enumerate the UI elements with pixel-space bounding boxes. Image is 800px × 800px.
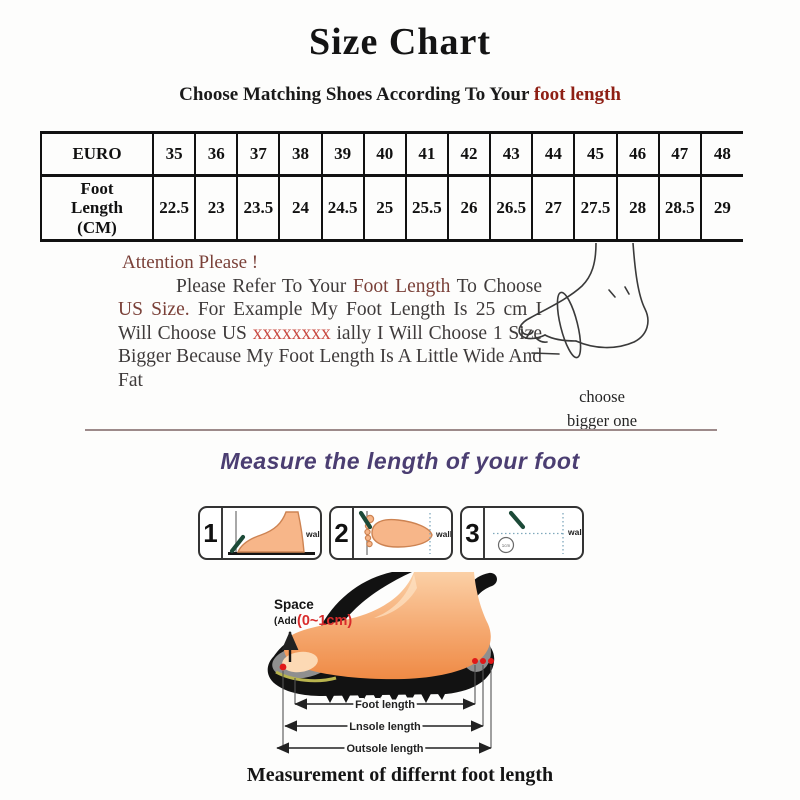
table-cell: 23.5	[237, 175, 281, 241]
shoe-tread	[322, 688, 448, 703]
step3-measure-icon: 1cm wall	[493, 510, 582, 554]
step-panel-1: 1 wall	[198, 506, 322, 560]
wall-label: wall	[435, 529, 451, 539]
table-cell: 28.5	[658, 175, 702, 241]
page-title: Size Chart	[308, 21, 492, 63]
table-cell: 41	[405, 132, 449, 177]
step2-foot-top-icon: wall	[358, 510, 451, 555]
table-cell: 25.5	[405, 175, 449, 241]
table-row: EURO 35 36 37 38 39 40 41 42 43 44 45 46 47 48	[41, 132, 743, 177]
table-cell: 29	[713, 198, 731, 217]
heel-dot	[472, 658, 478, 664]
attention-heading: Attention Please !	[122, 252, 259, 273]
measure-heading: Measure the length of your foot	[220, 448, 580, 474]
table-row: Foot Length (CM) 22.5 23 23.5 24 24.5 25 25.5 26…	[41, 175, 743, 241]
table-cell: 28	[616, 175, 660, 241]
table-cell: 37	[237, 132, 281, 177]
attention-segment: xxxxxxxx	[252, 322, 331, 344]
step-panel-2: 2 wall	[329, 506, 453, 560]
arrow-label: Outsole length	[347, 743, 424, 755]
table-cell: 36	[195, 132, 239, 177]
attention-segment: For Example My Foot Length Is 25 cm I Wi…	[118, 299, 542, 344]
step-number: 3	[462, 508, 485, 558]
attention-segment: US Size.	[118, 299, 190, 321]
heel-dot	[488, 658, 494, 664]
table-cell: 22.5	[153, 175, 197, 241]
guide-lines	[282, 665, 492, 748]
table-cell: 44	[532, 132, 576, 177]
wall-label: wall	[305, 529, 320, 539]
pen-icon	[508, 510, 526, 530]
table-cell: 48	[700, 132, 743, 177]
table-cell: 46	[616, 132, 660, 177]
table-cell: 45	[574, 132, 618, 177]
measure-circle-icon	[497, 536, 515, 554]
table-cell: 47	[658, 132, 702, 177]
pen-icon	[358, 510, 373, 530]
table-cell: 43	[490, 132, 534, 177]
foot-side-icon	[236, 511, 305, 553]
arrow-label: Foot length	[355, 699, 415, 711]
foot-shape	[284, 572, 491, 680]
table-cell: 24	[279, 175, 323, 241]
shoe-measure-illustration: Space (Add (0~1cm) Foot length Lnsole le…	[267, 572, 498, 758]
space-range-label: (0~1cm)	[297, 613, 352, 629]
foot-highlight	[374, 574, 417, 618]
insole-rim	[275, 670, 337, 683]
table-cell: 25	[363, 175, 407, 241]
circle-note: 1cm	[502, 543, 511, 548]
table-cell: 42	[447, 132, 492, 177]
bottom-caption: Measurement of differnt foot length	[246, 764, 554, 786]
wall-label: wall	[567, 527, 582, 537]
table-cell: 39	[321, 132, 365, 177]
attention-segment: Foot Length	[352, 276, 451, 297]
table-cell: 38	[279, 132, 323, 177]
measure-steps: 1 wall 2 wall	[198, 506, 584, 560]
page-subtitle: Choose Matching Shoes According To Your …	[0, 84, 800, 106]
table-cell: 24.5	[321, 175, 365, 241]
step-panel-3: 3 1cm wall	[460, 506, 584, 560]
size-table-body: EURO 35 36 37 38 39 40 41 42 43 44 45 46 47 48 Foot Len…	[41, 132, 743, 241]
choose-bigger-note: choose bigger one	[566, 387, 638, 430]
attention-segment: ially I Will Choose 1 Size Bigger Becaus…	[118, 322, 542, 391]
subtitle-accent: foot length	[533, 84, 621, 105]
step1-foot-side-icon: wall	[228, 511, 320, 555]
toe-dot	[279, 663, 287, 671]
pen-icon	[229, 534, 246, 554]
attention-segment: Please Refer To Your	[176, 276, 353, 297]
attention-block: Attention Please ! Please Refer To Your …	[118, 252, 542, 392]
heel-dot	[480, 658, 486, 664]
space-label: Space	[274, 597, 314, 612]
attention-paragraph: Please Refer To Your Foot Length To Choo…	[118, 275, 542, 392]
foot-top-icon	[371, 518, 433, 548]
subtitle-text: Choose Matching Shoes According To Your	[179, 84, 534, 105]
table-cell: 26	[447, 175, 492, 241]
table-cell: 27	[532, 175, 576, 241]
space-add-label: (Add	[274, 616, 297, 627]
table-header-cell: Foot Length (CM)	[41, 175, 154, 241]
table-cell: 35	[153, 132, 197, 177]
table-cell: 26.5	[490, 175, 534, 241]
step-number: 2	[331, 508, 354, 558]
step-number: 1	[200, 508, 223, 558]
foot-measure-sketch-icon	[518, 243, 649, 359]
table-cell: 40	[363, 132, 407, 177]
table-cell: 23	[195, 175, 239, 241]
section-divider	[85, 429, 717, 431]
table-header-cell: EURO	[41, 132, 154, 177]
size-table: EURO 35 36 37 38 39 40 41 42 43 44 45 46 47 48 Foot Len…	[40, 131, 743, 242]
attention-segment: To Choose	[450, 276, 543, 297]
arrow-label: Lnsole length	[349, 721, 421, 733]
table-cell: 27.5	[574, 175, 618, 241]
